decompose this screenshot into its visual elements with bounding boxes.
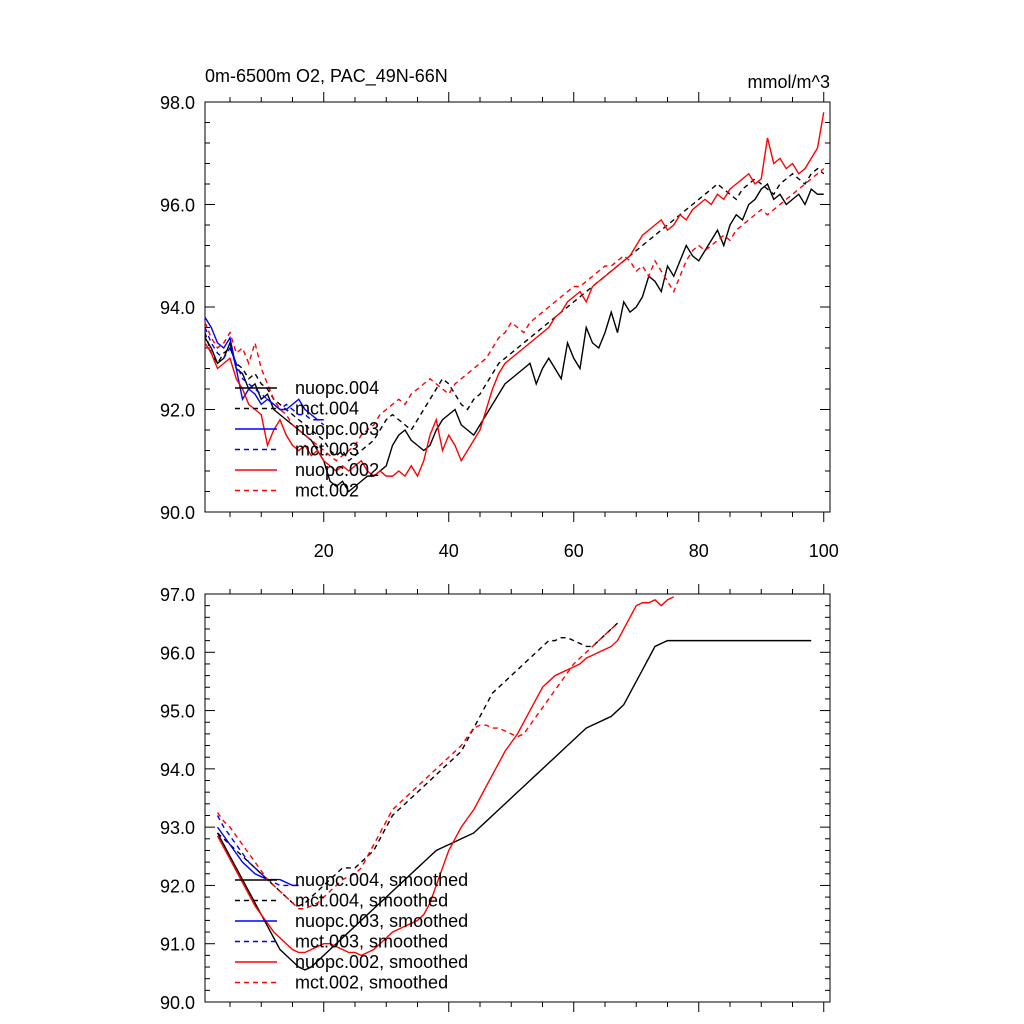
legend-label: mct.003 xyxy=(295,440,359,460)
legend-label: nuopc.003 xyxy=(295,419,379,439)
y-tick-label: 92.0 xyxy=(160,876,195,896)
top-panel: 90.0 92.0 94.0 96.0 98.0 20 40 60 80 100 0m-6500m … xyxy=(160,66,839,561)
series-line-2 xyxy=(204,316,324,421)
series-line-4 xyxy=(216,596,675,957)
x-tick-label: 80 xyxy=(689,541,709,561)
y-tick-label: 96.0 xyxy=(160,196,195,216)
y-tick-label: 98.0 xyxy=(160,93,195,113)
legend-label: mct.004, smoothed xyxy=(295,891,448,911)
x-tick-label: 20 xyxy=(314,541,334,561)
series-line-5 xyxy=(216,622,618,910)
series-line-2 xyxy=(216,826,299,887)
chart-title: 0m-6500m O2, PAC_49N-66N xyxy=(205,66,448,87)
x-tick-label: 100 xyxy=(809,541,839,561)
legend-label: nuopc.004, smoothed xyxy=(295,870,468,890)
plot-frame xyxy=(204,593,831,1003)
series-line-3 xyxy=(216,815,299,887)
y-tick-label: 91.0 xyxy=(160,935,195,955)
x-tick-label: 60 xyxy=(564,541,584,561)
legend-label: mct.002 xyxy=(295,481,359,501)
bottom-panel: 90.0 91.0 92.0 93.0 94.0 95.0 96.0 97.0 nuopc.00… xyxy=(160,584,831,1013)
series-line-1 xyxy=(204,167,825,462)
y-tick-label: 90.0 xyxy=(160,503,195,523)
series-line-0 xyxy=(216,639,812,971)
y-tick-label: 90.0 xyxy=(160,993,195,1013)
legend-label: mct.004 xyxy=(295,399,359,419)
y-tick-label: 97.0 xyxy=(160,585,195,605)
y-tick-label: 96.0 xyxy=(160,643,195,663)
legend-label: nuopc.002 xyxy=(295,460,379,480)
y-tick-label: 94.0 xyxy=(160,298,195,318)
y-tick-label: 93.0 xyxy=(160,818,195,838)
legend-label: nuopc.002, smoothed xyxy=(295,952,468,972)
y-tick-label: 95.0 xyxy=(160,702,195,722)
legend-label: nuopc.003, smoothed xyxy=(295,911,468,931)
series-line-5 xyxy=(204,168,825,462)
units-label: mmol/m^3 xyxy=(748,72,830,92)
y-tick-label: 92.0 xyxy=(160,401,195,421)
legend-label: mct.003, smoothed xyxy=(295,932,448,952)
series-line-4 xyxy=(204,112,825,478)
y-tick-label: 94.0 xyxy=(160,760,195,780)
legend-label: nuopc.004 xyxy=(295,378,379,398)
series-line-3 xyxy=(204,327,325,426)
x-tick-label: 40 xyxy=(439,541,459,561)
legend-label: mct.002, smoothed xyxy=(295,973,448,993)
series-line-1 xyxy=(217,622,618,907)
